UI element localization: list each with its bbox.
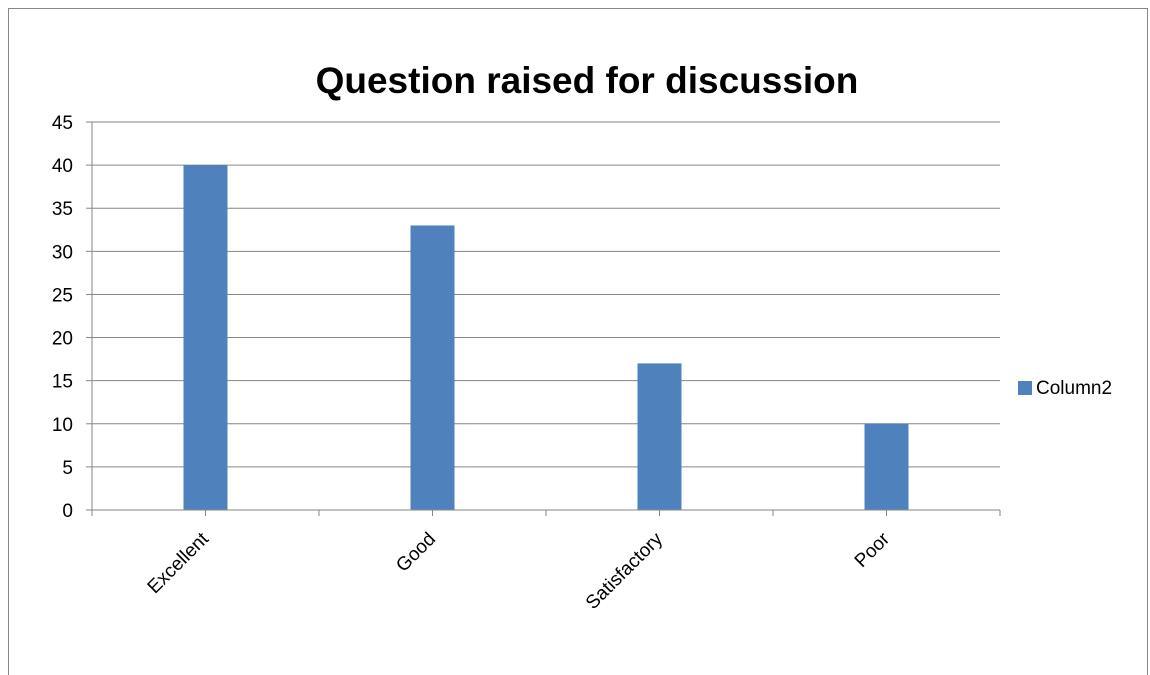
bar-excellent [183,165,228,510]
y-tick-label: 20 [52,329,73,350]
y-tick-label: 0 [62,501,73,522]
y-tick-label: 25 [52,285,73,306]
y-tick-label: 15 [52,372,73,393]
bars [183,165,909,510]
y-tick-label: 5 [62,458,73,479]
y-tick-label: 30 [52,242,73,263]
y-tick-label: 35 [52,199,73,220]
axes [91,122,1001,516]
chart-title: Question raised for discussion [316,60,859,101]
y-tick-label: 10 [52,415,73,436]
y-tick-label: 45 [52,113,73,134]
legend-swatch-column2 [1018,381,1032,395]
bar-good [410,225,455,510]
y-axis-ticks: 0 5 10 15 20 25 30 35 40 45 [52,113,92,522]
gridlines [92,121,1000,468]
x-tick-label: Satisfactory [582,528,667,613]
x-axis-ticks: Excellent Good Satisfactory Poor [144,528,895,614]
bar-satisfactory [637,363,682,510]
x-tick-label: Excellent [144,528,214,598]
bar-poor [864,423,909,510]
x-tick-label: Good [392,529,440,577]
legend-label-column2: Column2 [1036,378,1112,399]
x-tick-label: Poor [851,528,895,572]
y-tick-label: 40 [52,156,73,177]
legend: Column2 [1018,378,1112,399]
